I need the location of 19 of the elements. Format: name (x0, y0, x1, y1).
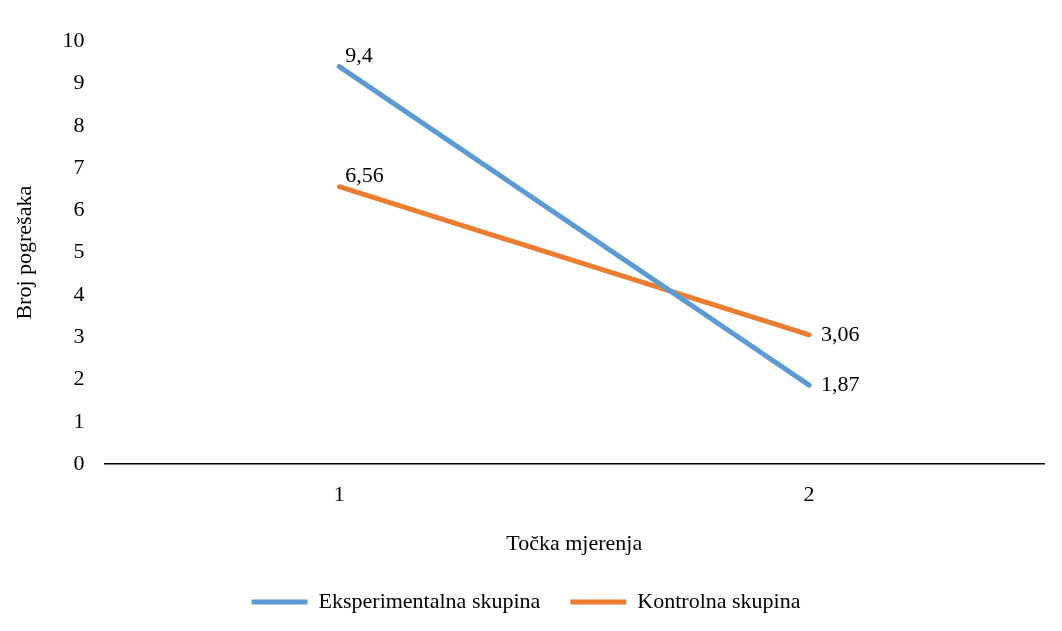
y-tick-label: 2 (73, 365, 85, 391)
data-label: 9,4 (345, 42, 373, 68)
data-label: 3,06 (821, 320, 860, 346)
y-tick-label: 6 (73, 196, 85, 222)
y-tick-label: 8 (73, 111, 85, 137)
data-label: 6,56 (345, 162, 384, 188)
y-tick-label: 4 (73, 280, 85, 306)
y-tick-label: 9 (73, 69, 85, 95)
legend-label: Eksperimentalna skupina (318, 587, 541, 613)
y-tick-label: 10 (62, 26, 85, 52)
legend-label: Kontrolna skupina (637, 587, 801, 613)
data-label: 1,87 (821, 370, 860, 396)
y-tick-label: 7 (73, 153, 85, 179)
x-axis-title: Točka mjerenja (506, 529, 643, 555)
y-tick-label: 5 (73, 238, 85, 264)
y-tick-label: 1 (73, 407, 85, 433)
y-axis-title: Broj pogrešaka (10, 185, 36, 320)
y-tick-label: 0 (73, 449, 85, 475)
y-tick-label: 3 (73, 323, 85, 349)
